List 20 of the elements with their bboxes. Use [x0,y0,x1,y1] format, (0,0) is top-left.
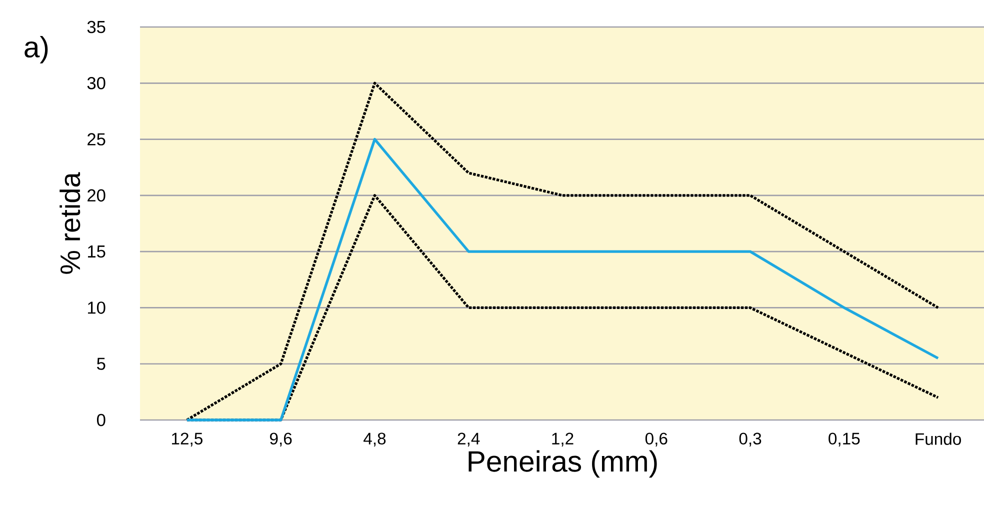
y-tick-label: 30 [87,77,106,90]
y-tick-label: 5 [97,358,106,370]
x-tick-label: 2,4 [458,432,480,446]
x-tick-label: 4,8 [364,432,386,446]
text: a) [24,36,48,64]
y-tick-label: 10 [88,302,106,314]
x-tick-label: 1,2 [552,432,574,446]
x-tick-label: Fundo [916,432,961,445]
x-axis-title: Peneiras (mm) [468,450,657,478]
x-tick-label: 12,5 [172,432,202,446]
x-tick-label: 0,6 [645,432,668,446]
y-tick-label: 0 [96,414,106,426]
x-tick-label: 9,6 [270,432,292,446]
y-tick-label: 20 [88,189,106,202]
y-axis-title: % retida [60,172,80,274]
y-tick-label: 15 [88,246,106,258]
y-tick-label: 35 [87,20,106,34]
x-tick-label: 0,15 [828,432,860,446]
x-tick-label: 0,3 [739,432,762,446]
y-tick-label: 25 [88,133,106,146]
